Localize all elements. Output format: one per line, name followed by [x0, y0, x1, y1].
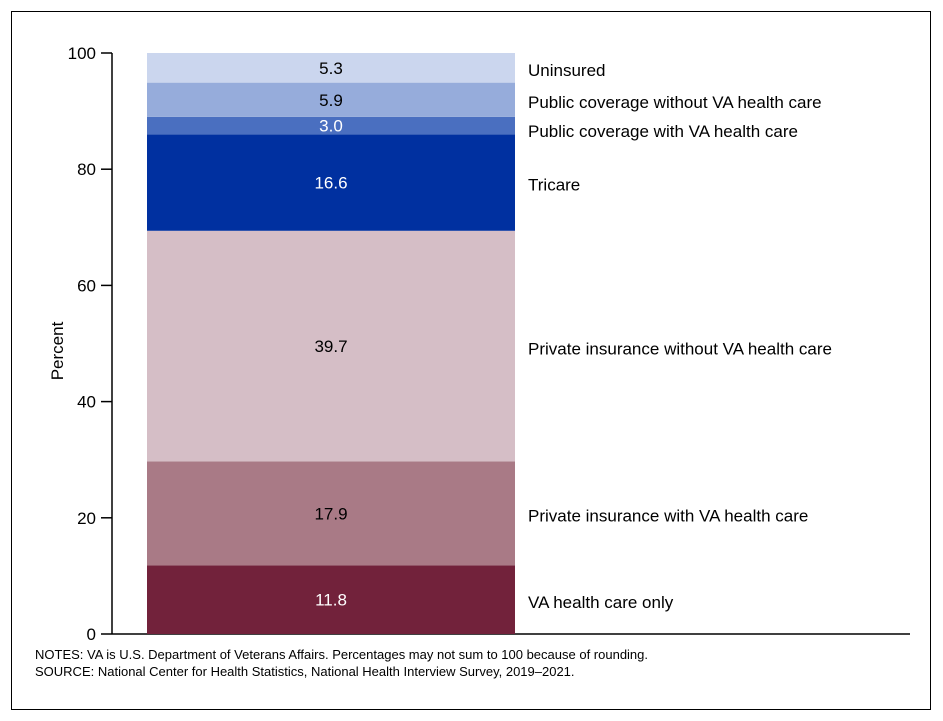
- segment-value-label: 3.0: [319, 117, 343, 136]
- y-axis-label: Percent: [48, 321, 67, 380]
- segment-category-label: Tricare: [528, 176, 580, 195]
- y-tick-label: 20: [77, 509, 96, 528]
- segment-category-label: VA health care only: [528, 593, 674, 612]
- source-text: SOURCE: National Center for Health Stati…: [35, 664, 575, 679]
- bar-segment: [147, 230, 515, 462]
- value-labels: 11.8 17.9 39.7 16.6 3.0 5.9 5.3: [314, 59, 347, 610]
- y-tick-label: 60: [77, 276, 96, 295]
- bar-segment: [147, 53, 515, 83]
- bar-segment: [147, 82, 515, 117]
- segment-value-label: 11.8: [315, 591, 347, 610]
- segment-category-label: Private insurance with VA health care: [528, 507, 808, 526]
- bar-segments: [147, 53, 515, 634]
- y-tick-label: 80: [77, 160, 96, 179]
- bar-segment: [147, 565, 515, 634]
- segment-value-label: 5.9: [319, 91, 343, 110]
- segment-category-label: Public coverage without VA health care: [528, 93, 822, 112]
- segment-category-label: Uninsured: [528, 61, 606, 80]
- y-tick-label: 0: [87, 625, 96, 644]
- segment-value-label: 5.3: [319, 59, 343, 78]
- segment-value-label: 39.7: [314, 337, 347, 356]
- bar-segment: [147, 134, 515, 231]
- footnotes: NOTES: VA is U.S. Department of Veterans…: [35, 646, 648, 680]
- notes-text: NOTES: VA is U.S. Department of Veterans…: [35, 647, 649, 662]
- bar-segment: [147, 116, 515, 135]
- bar-segment: [147, 461, 515, 566]
- category-labels: VA health care only Private insurance wit…: [528, 61, 832, 612]
- segment-value-label: 16.6: [314, 174, 347, 193]
- y-tick-label: 40: [77, 393, 96, 412]
- segment-category-label: Private insurance without VA health care: [528, 339, 832, 358]
- segment-category-label: Public coverage with VA health care: [528, 122, 798, 141]
- y-tick-label: 100: [68, 44, 96, 63]
- segment-value-label: 17.9: [314, 504, 347, 523]
